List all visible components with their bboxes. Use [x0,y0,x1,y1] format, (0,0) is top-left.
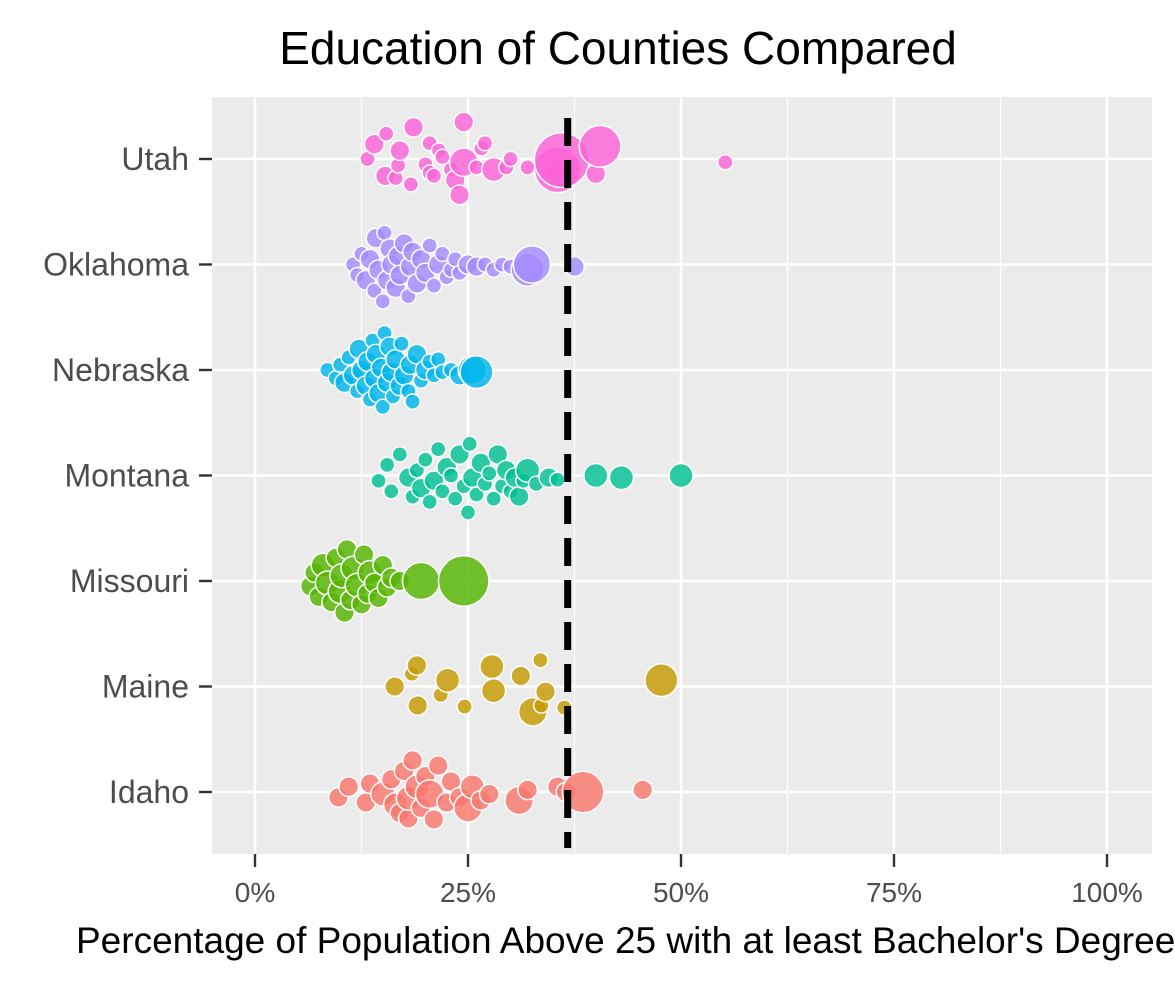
data-point-idaho [423,808,445,830]
y-tick-label: Utah [121,141,189,177]
data-point-maine [456,698,473,715]
data-point-nebraska [459,354,494,390]
data-point-oklahoma [374,293,392,310]
data-point-montana [508,486,530,508]
data-point-montana [421,493,439,511]
data-point-oklahoma [425,277,443,294]
y-axis: Idaho Maine Missouri Montana Nebraska Oklahom… [43,141,212,810]
data-point-maine [534,681,557,703]
y-tick-label: Missouri [70,563,189,599]
data-point-idaho [402,749,424,771]
data-point-montana [608,464,635,491]
data-point-montana [370,472,387,490]
y-tick-label: Nebraska [52,352,189,388]
data-point-montana [382,482,400,500]
data-point-idaho [478,783,500,805]
x-tick-label: 0% [235,877,275,908]
data-point-montana [442,467,460,484]
data-point-montana [429,440,447,458]
data-point-utah [476,134,494,152]
data-point-montana [417,451,434,469]
chart-title: Education of Counties Compared [279,22,957,74]
data-point-maine [407,694,429,717]
y-tick-label: Maine [102,669,189,705]
y-tick-label: Montana [64,458,189,494]
data-point-utah [453,111,475,133]
x-tick-label: 100% [1071,877,1143,908]
y-tick-label: Idaho [109,774,189,810]
data-point-montana [378,456,396,474]
data-point-idaho [427,755,449,777]
data-point-maine [384,675,406,698]
data-point-utah [377,125,395,143]
data-point-idaho [517,779,539,801]
x-axis: 0% 25% 50% 75% 100% [235,854,1143,908]
data-point-maine [510,665,532,687]
data-point-montana [583,462,609,489]
data-point-missouri [401,561,441,601]
data-point-maine [644,663,679,698]
data-point-maine [532,651,549,669]
data-point-montana [434,482,451,500]
data-point-montana [446,490,464,508]
data-point-nebraska [374,398,392,416]
data-point-montana [549,471,566,489]
data-point-oklahoma [376,224,393,242]
x-tick-label: 25% [440,877,496,908]
data-point-maine [479,653,505,680]
data-point-nebraska [404,393,421,410]
data-point-montana [480,465,498,482]
data-point-nebraska [393,335,410,352]
data-point-idaho [632,779,654,801]
data-point-utah [402,175,420,193]
data-point-montana [391,446,409,463]
data-point-utah [402,116,425,138]
data-point-utah [389,140,411,162]
y-tick-label: Oklahoma [43,247,189,283]
data-point-maine [406,654,428,676]
x-axis-title: Percentage of Population Above 25 with a… [76,920,1175,961]
data-point-maine [480,677,507,704]
data-point-utah [502,150,519,168]
data-point-utah [363,133,385,155]
data-point-montana [668,462,694,489]
x-tick-label: 50% [653,877,709,908]
data-point-oklahoma [512,245,552,284]
data-point-oklahoma [421,237,439,254]
data-point-missouri [437,555,490,607]
data-point-idaho [338,776,360,798]
data-point-utah [448,184,471,206]
data-point-montana [459,504,477,521]
data-point-idaho [561,770,605,814]
data-point-montana [485,490,502,508]
data-points [299,111,734,830]
data-point-montana [461,435,479,453]
data-point-utah [578,124,622,168]
data-point-utah [519,159,536,176]
x-tick-label: 75% [866,877,922,908]
data-point-utah [716,153,734,171]
data-point-maine [434,667,461,693]
data-point-utah [425,167,443,185]
